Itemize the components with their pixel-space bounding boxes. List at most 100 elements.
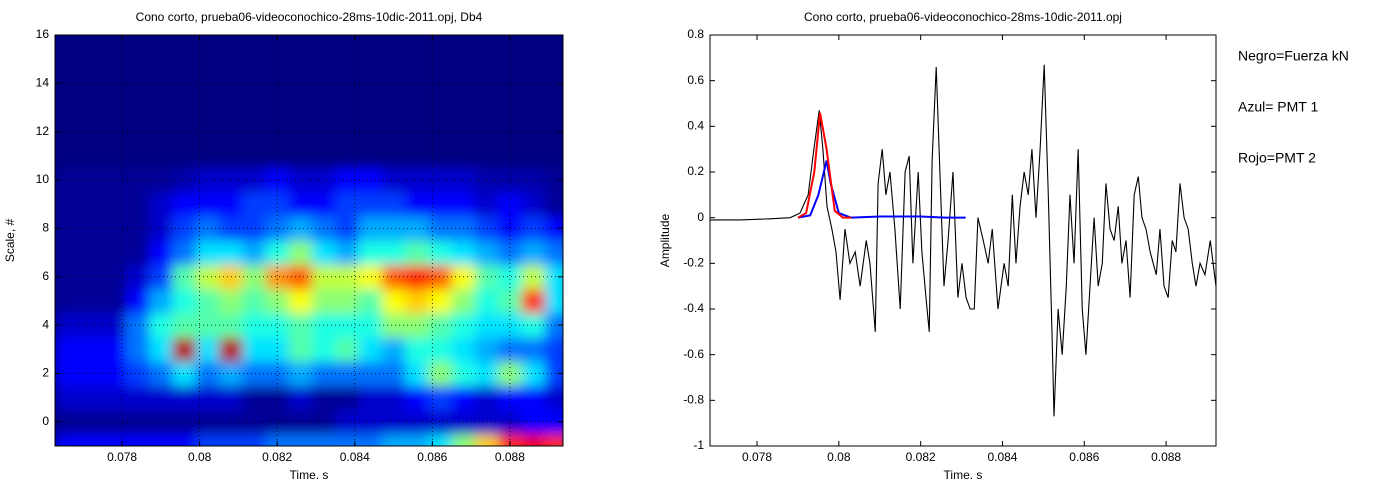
heatmap-cell (428, 313, 453, 338)
heatmap-cell (288, 240, 313, 266)
heatmap-cell (172, 288, 197, 314)
y-tick-label: 0.8 (687, 27, 704, 41)
heatmap-cell (451, 433, 476, 446)
heatmap-cell (172, 385, 197, 411)
y-tick-label: 0.6 (687, 73, 704, 87)
heatmap-cell (219, 433, 243, 446)
heatmap-cell (358, 240, 383, 266)
x-tick-label: 0.088 (495, 450, 525, 464)
heatmap-cell (288, 264, 313, 290)
heatmap-cell (381, 337, 406, 362)
heatmap-cell (219, 192, 243, 217)
heatmap-cell (498, 167, 523, 193)
heatmap-cell (288, 167, 313, 193)
heatmap-cell (265, 337, 290, 362)
heatmap-cell (381, 192, 406, 217)
heatmap-cell (405, 240, 429, 266)
heatmap-cell (381, 361, 406, 387)
heatmap-cell (56, 409, 80, 435)
heatmap-cell (288, 433, 313, 446)
heatmap-cell (242, 361, 267, 387)
chart-title: Cono corto, prueba06-videoconochico-28ms… (136, 10, 483, 24)
heatmap-cell (335, 192, 360, 217)
plot-area (710, 64, 1216, 417)
heatmap-cell (79, 433, 104, 446)
heatmap-cell (428, 409, 453, 435)
heatmap-cell (219, 288, 243, 314)
heatmap-cell (56, 361, 80, 387)
heatmap-cell (544, 409, 563, 435)
heatmap-cell (102, 264, 127, 290)
heatmap-cell (451, 288, 476, 314)
heatmap-cell (288, 192, 313, 217)
heatmap-cell (288, 313, 313, 338)
heatmap-cell (428, 192, 453, 217)
heatmap (55, 35, 563, 446)
heatmap-cell (219, 337, 243, 362)
heatmap-cell (149, 337, 173, 362)
heatmap-cell (102, 313, 127, 338)
heatmap-cell (265, 167, 290, 193)
heatmap-cell (521, 240, 546, 266)
heatmap-cell (381, 409, 406, 435)
heatmap-cell (56, 167, 80, 193)
heatmap-cell (335, 240, 360, 266)
y-tick-label: 12 (36, 124, 50, 138)
heatmap-cell (242, 409, 267, 435)
heatmap-cell (498, 288, 523, 314)
heatmap-cell (56, 192, 80, 217)
heatmap-cell (125, 240, 150, 266)
heatmap-cell (288, 216, 313, 241)
heatmap-cell (358, 385, 383, 411)
x-axis-label: Time. s (290, 468, 329, 482)
heatmap-cell (405, 216, 429, 241)
heatmap-cell (312, 240, 336, 266)
heatmap-cell (265, 385, 290, 411)
heatmap-cell (195, 192, 220, 217)
heatmap-cell (381, 313, 406, 338)
heatmap-cell (451, 385, 476, 411)
heatmap-cell (312, 337, 336, 362)
heatmap-cell (149, 264, 173, 290)
x-tick-label: 0.084 (340, 450, 370, 464)
heatmap-cell (544, 216, 563, 241)
heatmap-cell (474, 337, 499, 362)
heatmap-cell (149, 240, 173, 266)
heatmap-cell (544, 192, 563, 217)
y-tick-label: -0.4 (683, 301, 704, 315)
heatmap-cell (149, 385, 173, 411)
heatmap-cell (498, 216, 523, 241)
x-tick-label: 0.088 (1151, 450, 1181, 464)
heatmap-cell (172, 167, 197, 193)
heatmap-cell (102, 288, 127, 314)
heatmap-cell (405, 337, 429, 362)
heatmap-cell (312, 288, 336, 314)
heatmap-cell (172, 216, 197, 241)
heatmap-cell (265, 192, 290, 217)
heatmap-cell (358, 433, 383, 446)
heatmap-cell (358, 264, 383, 290)
heatmap-cell (125, 288, 150, 314)
heatmap-cell (498, 337, 523, 362)
y-tick-label: 6 (42, 269, 49, 283)
heatmap-cell (428, 385, 453, 411)
heatmap-cell (428, 433, 453, 446)
y-tick-label: -0.6 (683, 347, 704, 361)
y-axis-label: Scale, # (3, 218, 17, 262)
heatmap-cell (312, 192, 336, 217)
heatmap-cell (358, 313, 383, 338)
x-tick-label: 0.082 (262, 450, 292, 464)
heatmap-cell (474, 192, 499, 217)
data-line (797, 160, 966, 219)
heatmap-cell (265, 313, 290, 338)
heatmap-cell (288, 409, 313, 435)
plot-area (55, 35, 563, 446)
y-tick-label: 0.2 (687, 164, 704, 178)
heatmap-cell (405, 192, 429, 217)
y-tick-label: 0 (42, 414, 49, 428)
heatmap-cell (381, 264, 406, 290)
heatmap-cell (242, 192, 267, 217)
heatmap-cell (219, 216, 243, 241)
heatmap-cell (56, 264, 80, 290)
